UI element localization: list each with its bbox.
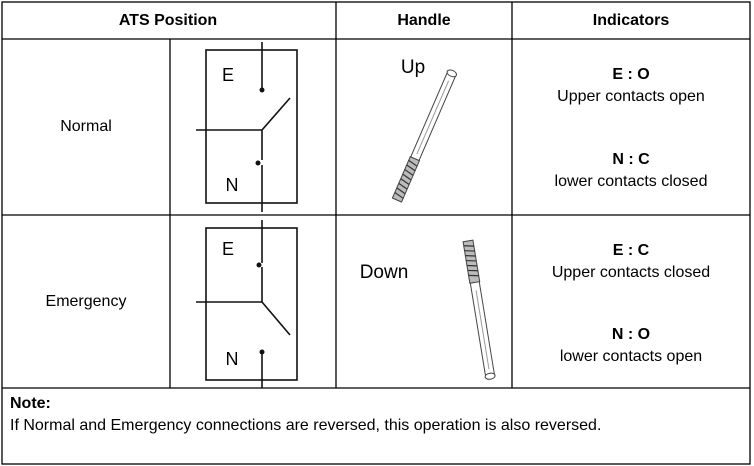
indicator-code: N : C [612, 151, 650, 168]
handle-end [484, 372, 496, 380]
indicator-code: N : O [612, 326, 650, 343]
handle-drawing [391, 69, 458, 203]
symbol-label: N [226, 175, 239, 195]
symbol-box [205, 227, 298, 381]
symbol-label: E [222, 239, 234, 259]
switch-symbol [196, 42, 298, 212]
note: Note: If Normal and Emergency connection… [10, 393, 710, 437]
indicator-text: Upper contacts open [557, 88, 705, 105]
indicator-text: lower contacts open [560, 348, 702, 365]
header-cell: Handle [397, 12, 450, 29]
indicator-text: lower contacts closed [555, 173, 708, 190]
note-title: Note: [10, 395, 51, 412]
handle-label: Down [360, 262, 409, 283]
position-label: Normal [60, 118, 112, 135]
handle-thread [391, 156, 421, 203]
symbol-label: N [226, 349, 239, 369]
switch-symbol [196, 220, 298, 388]
symbol-line [261, 301, 291, 336]
thread-lines [394, 159, 418, 199]
handle-label: Up [401, 57, 425, 78]
indicator-code: E : O [612, 66, 649, 83]
symbol-box [205, 49, 298, 204]
handle-drawing [462, 239, 496, 380]
symbol-dot [255, 160, 261, 166]
position-label: Emergency [46, 293, 127, 310]
handle-shine [416, 80, 450, 155]
symbol-line [261, 97, 291, 131]
symbol-dot [256, 262, 262, 268]
symbol-dot [259, 87, 265, 93]
header-cell: ATS Position [119, 12, 217, 29]
indicator-text: Upper contacts closed [552, 264, 710, 281]
handle-thread [462, 239, 481, 284]
handle-end [446, 69, 458, 78]
note-text: If Normal and Emergency connections are … [10, 417, 602, 434]
handle-shine [475, 290, 490, 370]
thread-lines [463, 245, 479, 277]
indicator-code: E : C [613, 242, 650, 259]
header-cell: Indicators [593, 12, 670, 29]
symbol-label: E [222, 65, 234, 85]
